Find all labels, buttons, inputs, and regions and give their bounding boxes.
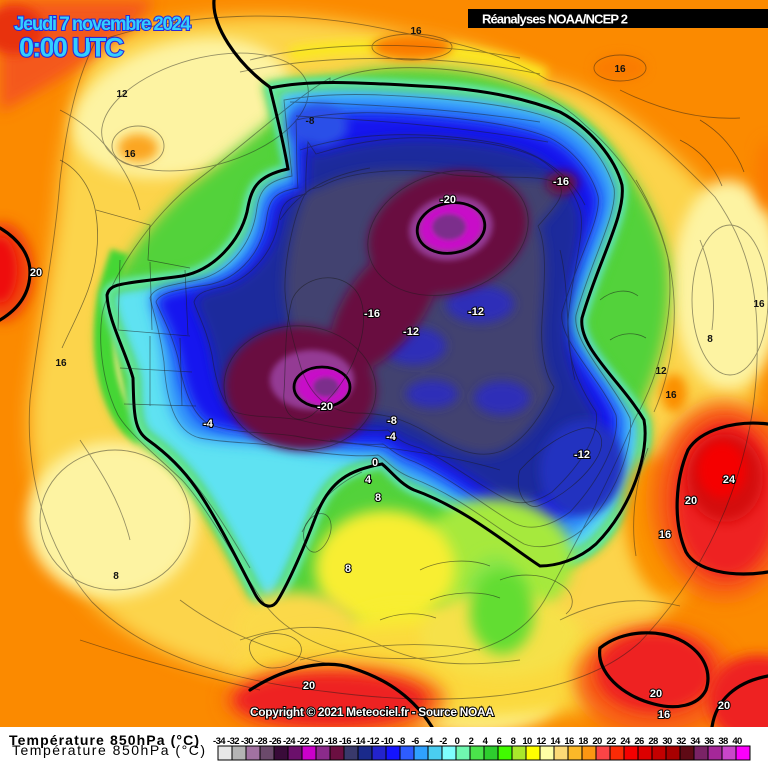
svg-text:Copyright © 2021 Meteociel.fr: Copyright © 2021 Meteociel.fr - Source N…	[250, 705, 494, 719]
svg-text:-32: -32	[227, 736, 239, 747]
svg-text:0:00 UTC: 0:00 UTC	[19, 33, 124, 63]
svg-text:-24: -24	[283, 736, 296, 747]
svg-text:34: 34	[690, 736, 701, 747]
svg-text:-12: -12	[403, 326, 419, 338]
svg-text:Jeudi 7 novembre 2024: Jeudi 7 novembre 2024	[14, 14, 191, 35]
svg-text:-34: -34	[213, 736, 226, 747]
svg-text:-18: -18	[325, 736, 337, 747]
svg-text:16: 16	[658, 709, 670, 721]
svg-text:-8: -8	[306, 116, 315, 127]
svg-text:16: 16	[753, 299, 765, 310]
svg-text:36: 36	[704, 736, 714, 747]
svg-text:28: 28	[648, 736, 658, 747]
svg-text:32: 32	[676, 736, 686, 747]
svg-text:12: 12	[655, 366, 667, 377]
svg-text:16: 16	[614, 64, 626, 75]
svg-text:16: 16	[410, 26, 422, 37]
svg-text:20: 20	[650, 688, 662, 700]
svg-text:0: 0	[455, 736, 460, 747]
svg-text:20: 20	[303, 680, 315, 692]
svg-text:38: 38	[718, 736, 728, 747]
svg-text:8: 8	[113, 571, 119, 582]
svg-text:24: 24	[723, 474, 736, 486]
svg-text:0: 0	[372, 457, 378, 469]
svg-text:-4: -4	[386, 431, 397, 443]
svg-text:8: 8	[375, 492, 381, 504]
svg-text:-12: -12	[367, 736, 379, 747]
svg-text:12: 12	[116, 89, 128, 100]
svg-text:16: 16	[564, 736, 574, 747]
svg-text:-20: -20	[440, 194, 456, 206]
svg-text:10: 10	[522, 736, 532, 747]
svg-text:-20: -20	[317, 401, 333, 413]
svg-text:16: 16	[659, 529, 671, 541]
svg-text:-16: -16	[364, 308, 380, 320]
svg-text:-8: -8	[387, 415, 397, 427]
svg-text:-2: -2	[439, 736, 447, 747]
svg-text:8: 8	[345, 563, 351, 575]
svg-text:-4: -4	[203, 418, 214, 430]
svg-text:-30: -30	[241, 736, 253, 747]
svg-text:22: 22	[606, 736, 616, 747]
svg-text:16: 16	[124, 149, 136, 160]
svg-text:Température 850hPa (°C): Température 850hPa (°C)	[9, 732, 199, 748]
svg-text:24: 24	[620, 736, 631, 747]
svg-text:40: 40	[732, 736, 742, 747]
svg-text:2: 2	[469, 736, 474, 747]
svg-text:14: 14	[550, 736, 561, 747]
svg-text:30: 30	[662, 736, 672, 747]
svg-text:6: 6	[497, 736, 502, 747]
svg-text:-26: -26	[269, 736, 281, 747]
svg-text:18: 18	[578, 736, 588, 747]
svg-text:-22: -22	[297, 736, 309, 747]
svg-text:-16: -16	[339, 736, 351, 747]
svg-text:-28: -28	[255, 736, 267, 747]
svg-text:-16: -16	[553, 176, 569, 188]
svg-text:-14: -14	[353, 736, 366, 747]
svg-text:-6: -6	[411, 736, 419, 747]
svg-text:-12: -12	[574, 449, 590, 461]
svg-text:20: 20	[30, 267, 42, 279]
svg-text:4: 4	[483, 736, 489, 747]
svg-text:-4: -4	[425, 736, 434, 747]
svg-text:-8: -8	[397, 736, 405, 747]
svg-text:12: 12	[536, 736, 546, 747]
svg-text:16: 16	[55, 358, 67, 369]
svg-text:20: 20	[592, 736, 602, 747]
svg-text:16: 16	[665, 390, 677, 401]
svg-text:-20: -20	[311, 736, 323, 747]
svg-text:8: 8	[707, 334, 713, 345]
svg-text:Température 850hPa (°C): Température 850hPa (°C)	[12, 742, 205, 758]
svg-text:26: 26	[634, 736, 644, 747]
svg-text:8: 8	[511, 736, 516, 747]
svg-text:Réanalyses NOAA/NCEP 2: Réanalyses NOAA/NCEP 2	[482, 12, 628, 27]
svg-text:4: 4	[365, 474, 372, 486]
svg-text:20: 20	[718, 700, 730, 712]
svg-text:-12: -12	[468, 306, 484, 318]
svg-text:20: 20	[685, 495, 697, 507]
svg-text:-10: -10	[381, 736, 393, 747]
